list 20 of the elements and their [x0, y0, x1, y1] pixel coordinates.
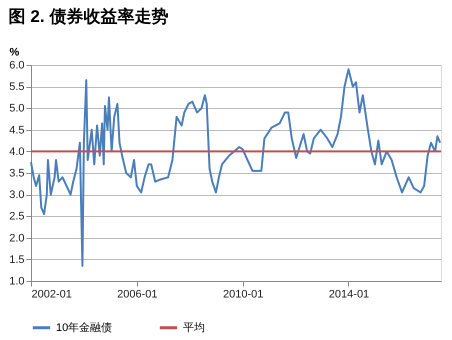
chart-title: 图 2. 债券收益率走势	[8, 7, 168, 26]
y-tick-label: 3.0	[9, 189, 24, 202]
y-tick-label: 1.0	[9, 276, 24, 288]
x-tick-label: 2014-01	[328, 288, 370, 300]
y-tick-label: 1.5	[9, 254, 24, 266]
legend-label: 平均	[183, 322, 205, 334]
y-tick-label: 2.5	[9, 210, 24, 223]
y-tick-label: 5.5	[9, 81, 24, 94]
y-tick-label: 6.0	[9, 60, 24, 72]
x-tick-label: 2010-01	[222, 288, 264, 300]
x-tick-label: 2006-01	[117, 288, 158, 300]
y-tick-label: 2.0	[9, 232, 24, 244]
legend-label: 10年金融债	[56, 322, 112, 334]
x-tick-label: 2002-01	[32, 288, 72, 300]
y-tick-label: 5.0	[9, 102, 24, 115]
y-tick-label: 4.5	[9, 124, 24, 136]
y-axis-title: %	[10, 46, 20, 58]
line-series	[30, 68, 442, 267]
y-tick-label: 4.0	[9, 146, 24, 158]
y-tick-label: 3.5	[9, 168, 24, 180]
